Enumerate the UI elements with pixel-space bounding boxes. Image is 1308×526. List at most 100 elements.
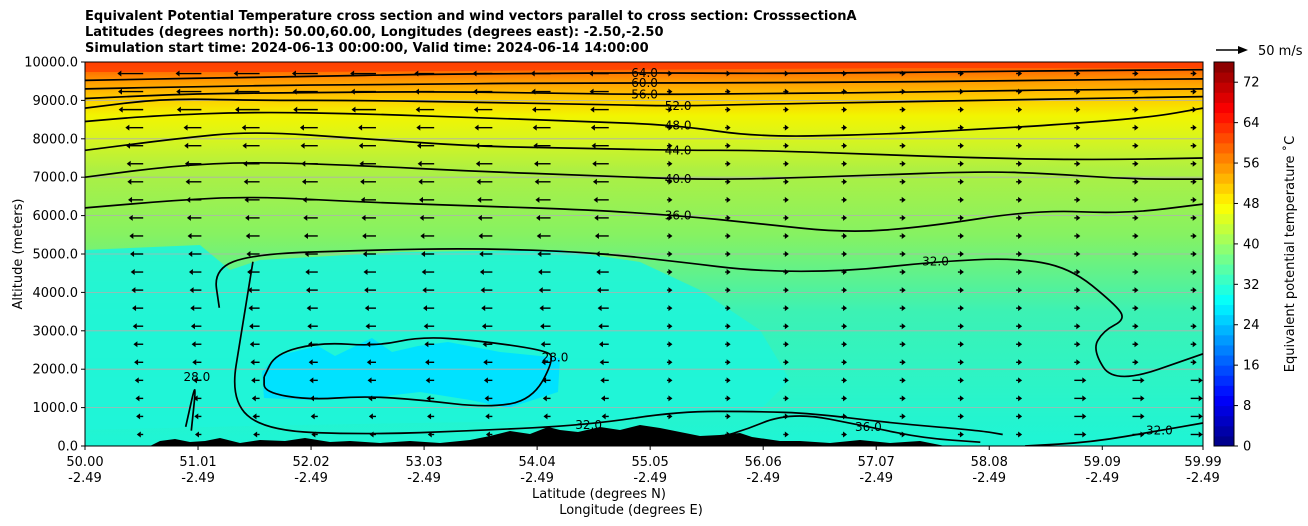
wind-arrowhead [1082,395,1087,402]
wind-arrowhead [1018,431,1023,438]
wind-arrowhead [184,142,189,149]
wind-arrowhead [901,106,906,113]
wind-arrowhead [420,232,425,239]
wind-arrowhead [305,269,310,276]
x-tick-label: 56.06 [745,455,782,470]
wind-arrowhead [130,269,135,276]
wind-arrowhead [476,178,481,185]
wind-arrowhead [784,232,789,239]
wind-arrowhead [726,214,731,221]
wind-arrowhead [365,323,370,330]
wind-arrowhead [358,124,363,131]
wind-arrowhead [250,359,255,366]
wind-arrowhead [132,305,137,312]
wind-arrowhead [726,359,731,366]
wind-arrowhead [128,214,133,221]
wind-arrowhead [534,160,539,167]
wind-arrowhead [959,305,964,312]
wind-arrowhead [600,377,605,384]
colorbar-band [1214,213,1234,225]
wind-arrowhead [901,124,906,131]
wind-arrowhead [668,377,673,384]
wind-arrowhead [959,251,964,257]
wind-arrowhead [307,323,312,330]
wind-arrowhead [473,106,478,113]
wind-arrowhead [419,214,424,221]
colorbar-band [1214,375,1234,386]
contour-label: 64.0 [631,66,658,80]
wind-arrowhead [1192,142,1197,149]
wind-arrowhead [1018,106,1023,113]
wind-arrowhead [251,377,256,384]
wind-arrowhead [1018,142,1023,149]
wind-arrowhead [67,125,71,131]
wind-arrowhead [425,377,430,384]
wind-arrowhead [726,160,731,167]
wind-arrowhead [590,106,595,113]
x-tick-label: 50.00 [66,455,103,470]
wind-arrowhead [1192,178,1197,185]
wind-arrowhead [362,232,367,239]
wind-arrowhead [1076,196,1081,203]
chart-title-line-1: Equivalent Potential Temperature cross s… [85,9,857,24]
warm-top-region [85,62,1203,72]
contour-label: 60.0 [631,76,658,90]
wind-arrowhead [73,269,77,275]
wind-arrowhead [538,269,543,276]
wind-arrowhead [426,395,431,402]
wind-arrowhead [668,359,673,366]
wind-arrowhead [126,160,131,167]
colorbar: 0 8 16 24 32 40 48 56 64 72 [1213,61,1260,455]
wind-arrowhead [599,359,604,366]
wind-arrowhead [1076,341,1081,348]
wind-arrowhead [784,214,789,221]
colorbar-band [1214,284,1234,295]
x-tick-label: 57.07 [858,455,895,470]
wind-arrowhead [125,124,130,131]
wind-arrowhead [901,214,906,221]
y-tick-label: 0.0 [57,440,78,455]
colorbar-band [1214,92,1234,103]
wind-arrowhead [901,377,906,384]
wind-arrowhead [130,251,135,257]
wind-arrowhead [301,178,306,185]
y-tick-label: 4000.0 [33,286,79,301]
wind-arrowhead [70,197,74,203]
wind-arrowhead [245,214,250,221]
wind-arrowhead [726,251,731,257]
wind-arrowhead [1134,142,1139,149]
wind-arrowhead [481,305,486,312]
wind-arrowhead [534,178,539,185]
wind-arrowhead [542,395,547,402]
wind-arrowhead [1192,251,1197,257]
wind-arrowhead [959,142,964,149]
y-tick-label: 6000.0 [33,209,79,224]
wind-arrowhead [135,395,140,402]
x-tick-label-longitude: -2.49 [972,471,1006,486]
wind-arrowhead [478,232,483,239]
wind-arrowhead [251,395,256,402]
wind-arrowhead [1134,251,1139,257]
colorbar-band [1214,294,1234,306]
wind-key: 50 m/s [1216,44,1303,59]
wind-arrowhead [1076,359,1081,366]
wind-arrowhead [726,305,731,312]
wind-arrowhead [422,287,427,294]
wind-arrowhead [176,106,181,113]
wind-arrowhead [194,413,199,420]
wind-arrowhead [351,106,356,113]
contour-line [263,337,553,407]
colorbar-tick-label: 8 [1243,399,1251,414]
wind-arrowhead [1192,341,1197,348]
wind-arrowhead [594,214,599,221]
wind-arrowhead [1018,196,1023,203]
wind-arrowhead [194,431,199,438]
wind-arrowhead [784,305,789,312]
wind-arrowhead [233,70,238,77]
wind-arrowhead [959,232,964,239]
wind-arrowhead [128,196,133,203]
contour-line [184,389,196,431]
wind-arrowhead [1018,178,1023,185]
wind-arrowhead [474,124,479,131]
wind-arrowhead [249,341,254,348]
